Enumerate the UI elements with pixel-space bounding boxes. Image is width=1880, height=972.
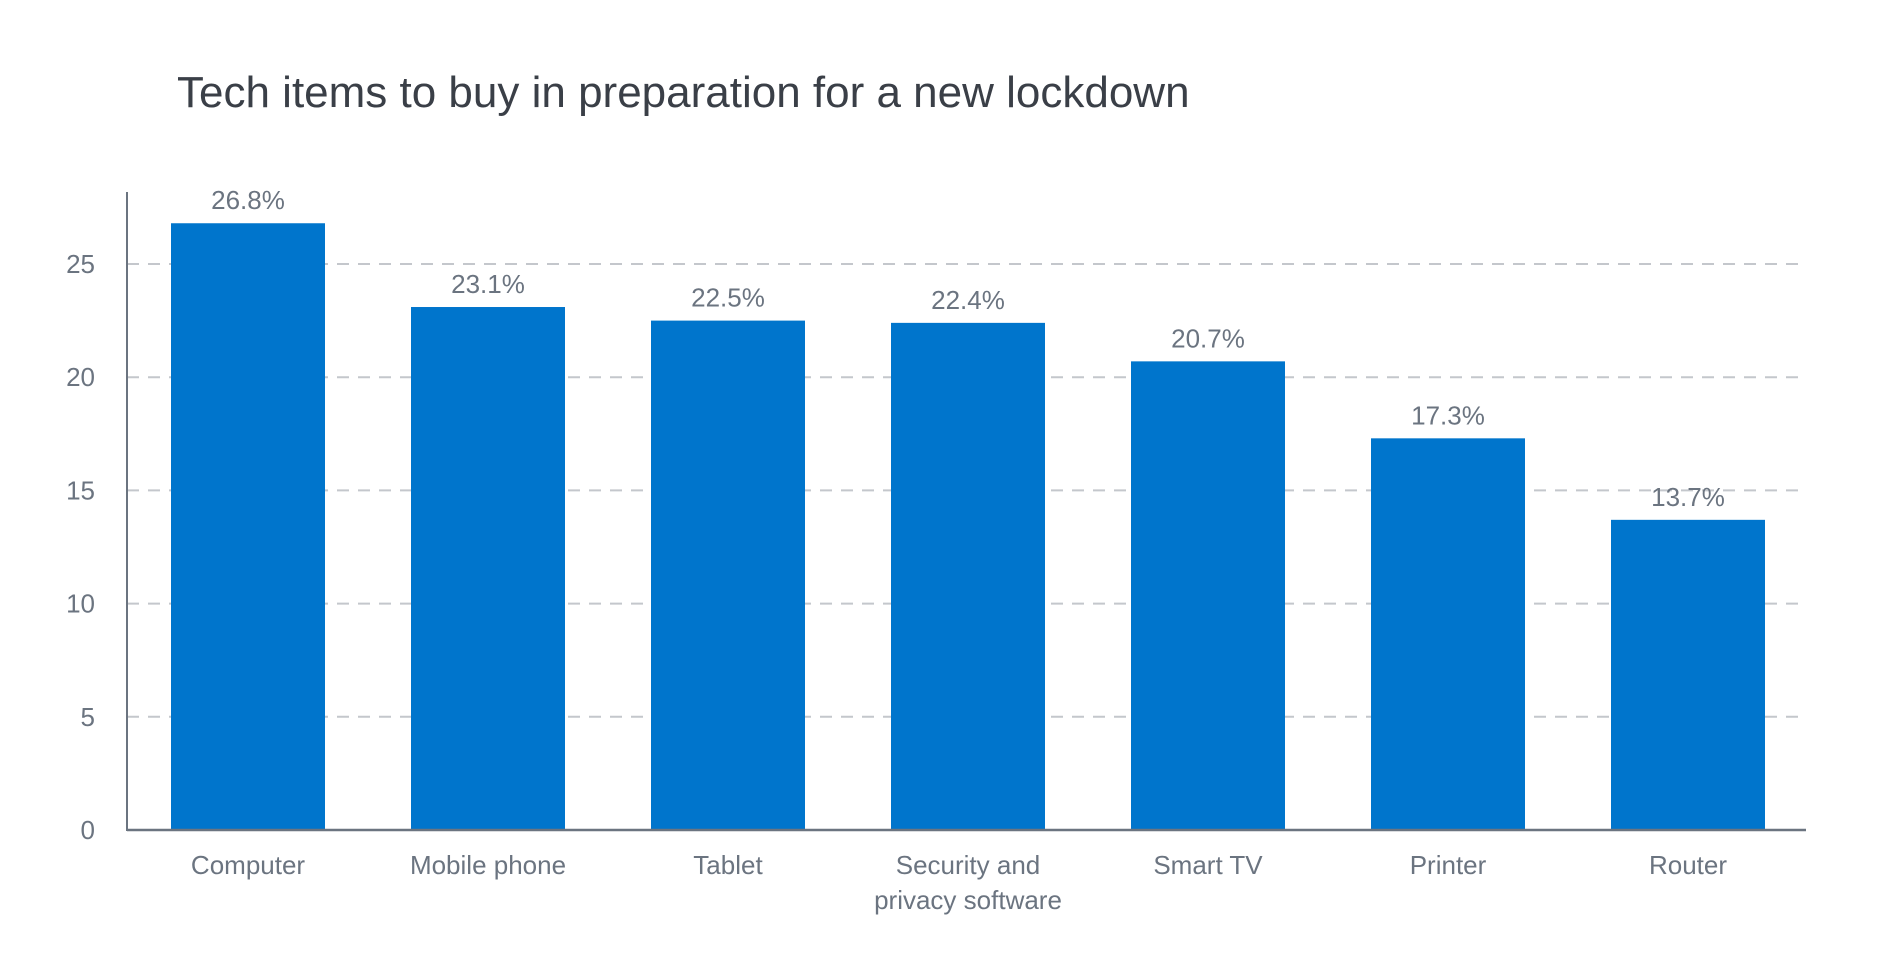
data-label: 22.5%	[691, 283, 765, 313]
x-tick-label: Printer	[1410, 850, 1487, 880]
data-label: 17.3%	[1411, 400, 1485, 430]
data-label: 26.8%	[211, 185, 285, 215]
bar-tablet	[651, 320, 805, 830]
y-tick-label: 10	[66, 589, 95, 619]
data-label: 23.1%	[451, 269, 525, 299]
y-tick-label: 0	[81, 815, 95, 845]
y-tick-label: 15	[66, 475, 95, 505]
x-tick-label: Mobile phone	[410, 850, 566, 880]
y-tick-label: 20	[66, 362, 95, 392]
data-label: 22.4%	[931, 285, 1005, 315]
x-tick-label: Computer	[191, 850, 305, 880]
bar-mobile-phone	[411, 307, 565, 830]
chart-title: Tech items to buy in preparation for a n…	[177, 68, 1190, 117]
x-tick-label: Smart TV	[1153, 850, 1263, 880]
x-tick-label: Router	[1649, 850, 1727, 880]
data-label: 20.7%	[1171, 323, 1245, 353]
data-label: 13.7%	[1651, 482, 1725, 512]
x-tick-label: Tablet	[693, 850, 763, 880]
bar-router	[1611, 519, 1765, 830]
bar-printer	[1371, 438, 1525, 830]
x-tick-label: Security and	[896, 850, 1041, 880]
bar-computer	[171, 223, 325, 831]
y-tick-label: 5	[81, 702, 95, 732]
x-tick-label: privacy software	[874, 885, 1062, 915]
bar-smart-tv	[1131, 361, 1285, 830]
y-tick-label: 25	[66, 249, 95, 279]
bar-security-and-privacy-software	[891, 322, 1045, 830]
